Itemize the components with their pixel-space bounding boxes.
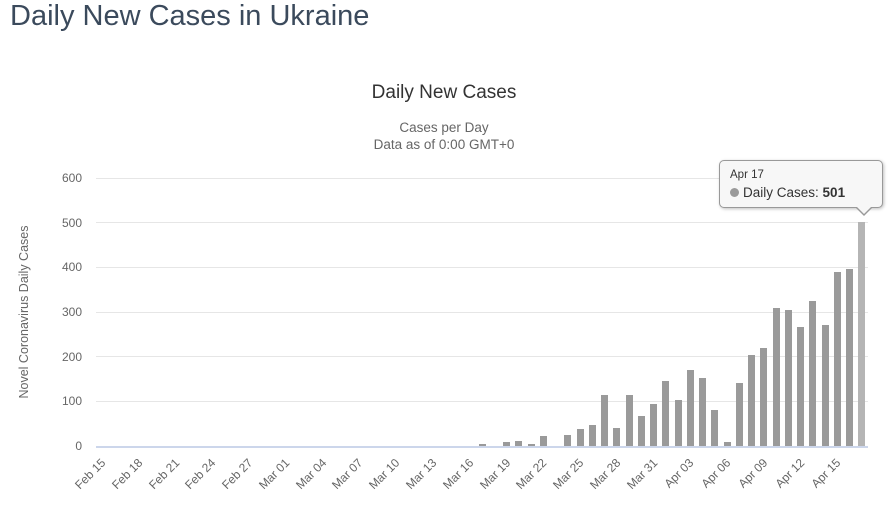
y-axis-tick-label: 200 bbox=[61, 349, 82, 364]
bar[interactable] bbox=[711, 409, 719, 446]
bar[interactable] bbox=[539, 436, 547, 446]
y-axis-tick-label: 400 bbox=[61, 260, 82, 275]
bar-hovered[interactable] bbox=[858, 222, 866, 446]
tooltip-series-row: Daily Cases: 501 bbox=[730, 185, 872, 200]
bar[interactable] bbox=[699, 377, 707, 446]
y-axis-tick-label: 300 bbox=[61, 305, 82, 319]
bar[interactable] bbox=[833, 271, 841, 446]
gridline bbox=[96, 177, 868, 179]
bar[interactable] bbox=[760, 347, 768, 446]
bar[interactable] bbox=[503, 441, 510, 446]
bar[interactable] bbox=[662, 381, 670, 446]
x-axis-line bbox=[96, 446, 868, 448]
bar[interactable] bbox=[478, 443, 486, 446]
bar[interactable] bbox=[735, 383, 743, 446]
y-axis-tick-label: 100 bbox=[61, 394, 82, 409]
tooltip-date: Apr 17 bbox=[730, 169, 764, 181]
tooltip-value: 501 bbox=[822, 185, 846, 200]
bar[interactable] bbox=[650, 403, 658, 446]
bar[interactable] bbox=[686, 370, 694, 446]
bar[interactable] bbox=[527, 443, 535, 446]
bar[interactable] bbox=[784, 309, 792, 446]
bar[interactable] bbox=[674, 400, 682, 446]
chart-title: Daily New Cases bbox=[371, 82, 517, 103]
gridline bbox=[96, 266, 868, 268]
bar[interactable] bbox=[809, 300, 817, 446]
bar[interactable] bbox=[821, 325, 829, 446]
bar[interactable] bbox=[625, 395, 633, 446]
y-axis-tick-label: 600 bbox=[61, 171, 82, 185]
y-axis-tick-label: 0 bbox=[75, 439, 82, 453]
bar[interactable] bbox=[601, 394, 609, 446]
bar[interactable] bbox=[576, 429, 584, 446]
series-marker-icon bbox=[730, 187, 739, 197]
gridline bbox=[96, 356, 868, 358]
gridline bbox=[96, 222, 868, 224]
tooltip-series-label: Daily Cases: bbox=[743, 185, 819, 200]
bar[interactable] bbox=[723, 442, 731, 446]
bar[interactable] bbox=[748, 355, 756, 446]
bar[interactable] bbox=[772, 307, 780, 446]
chart-subtitle-line1: Cases per Day bbox=[399, 120, 489, 135]
page-title: Daily New Cases in Ukraine bbox=[10, 0, 370, 32]
bar[interactable] bbox=[515, 441, 523, 446]
y-axis-tick-label: 500 bbox=[61, 215, 82, 230]
chart-subtitle-line2: Data as of 0:00 GMT+0 bbox=[373, 137, 515, 152]
gridline bbox=[96, 311, 868, 313]
bar[interactable] bbox=[797, 327, 805, 446]
bar[interactable] bbox=[564, 434, 572, 446]
bar[interactable] bbox=[846, 268, 854, 446]
bar[interactable] bbox=[588, 425, 596, 446]
bar[interactable] bbox=[613, 428, 621, 446]
tooltip: Apr 17 Daily Cases: 501 bbox=[719, 160, 883, 216]
gridline bbox=[96, 400, 868, 402]
bar[interactable] bbox=[637, 415, 645, 446]
